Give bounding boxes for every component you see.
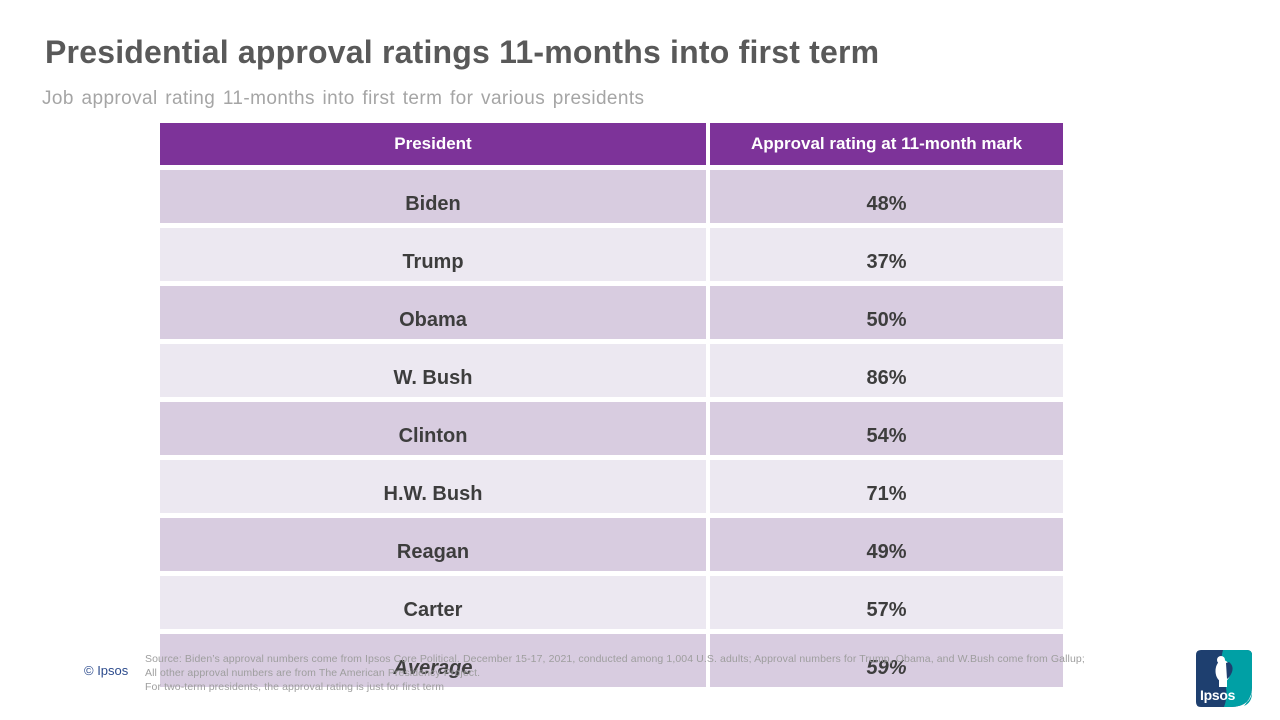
source-line: All other approval numbers are from The …	[145, 667, 481, 679]
approval-ratings-table: President Approval rating at 11-month ma…	[156, 118, 1067, 692]
president-cell: Obama	[160, 286, 706, 339]
president-cell: Trump	[160, 228, 706, 281]
rating-cell: 86%	[710, 344, 1063, 397]
president-cell: Average	[160, 634, 706, 687]
table-row: H.W. Bush 71%	[160, 460, 1063, 513]
table-row: Obama 50%	[160, 286, 1063, 339]
rating-cell: 37%	[710, 228, 1063, 281]
president-cell: W. Bush	[160, 344, 706, 397]
table-row: Biden 48%	[160, 170, 1063, 223]
page-subtitle: Job approval rating 11-months into first…	[42, 88, 645, 109]
rating-cell: 71%	[710, 460, 1063, 513]
rating-cell: 48%	[710, 170, 1063, 223]
rating-cell: 54%	[710, 402, 1063, 455]
table-body: Biden 48% Trump 37% Obama 50% W. Bush 86% Clinto…	[160, 170, 1063, 687]
president-cell: Reagan	[160, 518, 706, 571]
rating-cell: 50%	[710, 286, 1063, 339]
table-header-row: President Approval rating at 11-month ma…	[160, 123, 1063, 165]
page-title: Presidential approval ratings 11-months …	[45, 34, 880, 70]
table-row: Trump 37%	[160, 228, 1063, 281]
table-row: Reagan 49%	[160, 518, 1063, 571]
ipsos-copyright: © Ipsos	[84, 663, 129, 678]
ipsos-logo-icon: Ipsos	[1196, 650, 1252, 707]
rating-cell: 57%	[710, 576, 1063, 629]
president-cell: Clinton	[160, 402, 706, 455]
source-note: Source: Biden’s approval numbers come fr…	[145, 652, 1185, 694]
table-row: Carter 57%	[160, 576, 1063, 629]
table-header: President Approval rating at 11-month ma…	[160, 123, 1063, 165]
column-header-president: President	[160, 123, 706, 165]
president-cell: Biden	[160, 170, 706, 223]
rating-cell: 59%	[710, 634, 1063, 687]
table-row: W. Bush 86%	[160, 344, 1063, 397]
table-row: Clinton 54%	[160, 402, 1063, 455]
column-header-rating: Approval rating at 11-month mark	[710, 123, 1063, 165]
source-line: Source: Biden’s approval numbers come fr…	[145, 653, 1085, 665]
president-cell: H.W. Bush	[160, 460, 706, 513]
rating-cell: 49%	[710, 518, 1063, 571]
president-cell: Carter	[160, 576, 706, 629]
table-row: Average 59%	[160, 634, 1063, 687]
source-line: For two-term presidents, the approval ra…	[145, 681, 445, 693]
svg-text:Ipsos: Ipsos	[1200, 687, 1236, 703]
